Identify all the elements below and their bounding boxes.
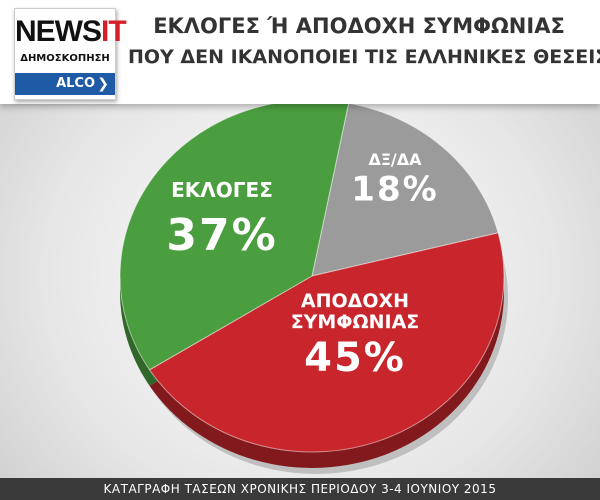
slice (148, 232, 505, 453)
logo-brand-main: NEWS (15, 15, 102, 48)
chart-title: ΕΚΛΟΓΕΣ Ή ΑΠΟΔΟΧΗ ΣΥΜΦΩΝΙΑΣ (153, 14, 565, 38)
logo-brand: NEWSIT (15, 15, 127, 49)
value-label: 45% (304, 335, 406, 381)
logo: NEWSIT ΔΗΜΟΣΚΟΠΗΣΗ ALCO ❯ (14, 8, 127, 100)
slice-label: ΕΚΛΟΓΕΣ (171, 178, 273, 202)
logo-brand-accent: IT (101, 15, 127, 48)
chevron-icon: ❯ (97, 76, 109, 92)
partner-name: ALCO (56, 76, 95, 91)
slice-label: ΑΠΟΔΟΧΗ ΣΥΜΦΩΝΙΑΣ (290, 290, 420, 333)
footer: ΚΑΤΑΓΡΑΦΗ ΤΑΣΕΩΝ ΧΡΟΝΙΚΗΣ ΠΕΡΙΟΔΟΥ 3-4 Ι… (0, 478, 600, 500)
value-label: 37% (166, 209, 278, 261)
value-label: 18% (351, 169, 439, 210)
logo-subtitle: ΔΗΜΟΣΚΟΠΗΣΗ (20, 53, 110, 64)
chart-subtitle: ΠΟΥ ΔΕΝ ΙΚΑΝΟΠΟΙΕΙ ΤΙΣ ΕΛΛΗΝΙΚΕΣ ΘΕΣΕΙΣ (128, 46, 600, 68)
logo-partner: ALCO ❯ (15, 73, 115, 95)
slice-label: ΔΞ/ΔΑ (368, 150, 422, 170)
header: NEWSIT ΔΗΜΟΣΚΟΠΗΣΗ ALCO ❯ ΕΚΛΟΓΕΣ Ή ΑΠΟΔΟ… (0, 0, 600, 104)
slice (311, 102, 499, 277)
